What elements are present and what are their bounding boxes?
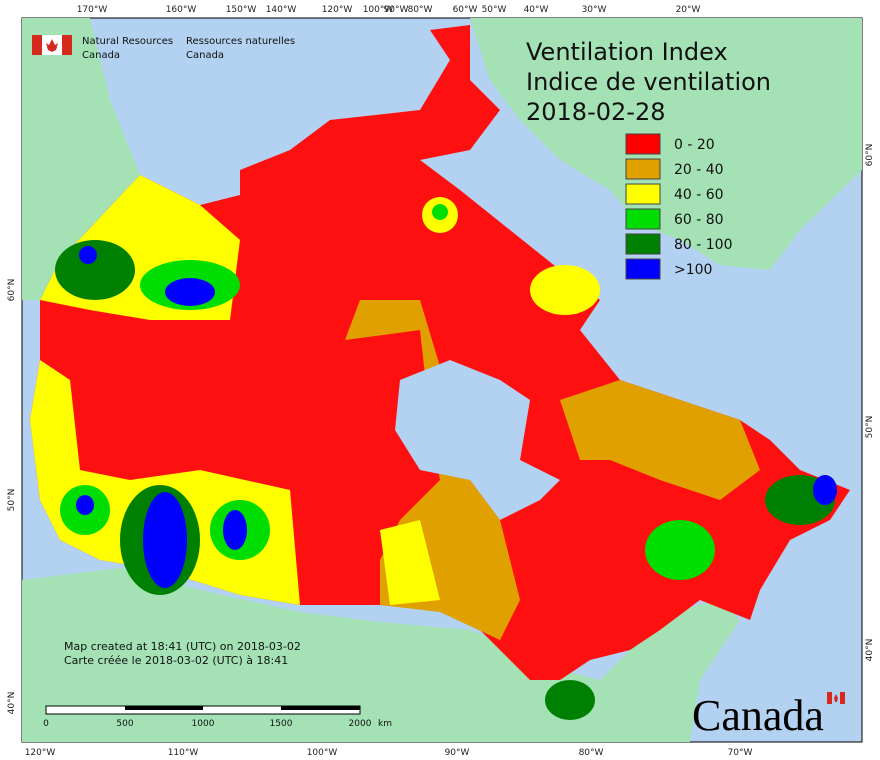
latitude-label: 50°N bbox=[865, 416, 875, 439]
longitude-label: 100°W bbox=[307, 748, 338, 758]
alaska bbox=[22, 18, 140, 300]
longitude-label: 80°W bbox=[579, 748, 604, 758]
longitude-label: 160°W bbox=[166, 5, 197, 15]
longitude-label: 80°W bbox=[408, 5, 433, 15]
greenland bbox=[470, 18, 862, 270]
scale-label: 0 bbox=[43, 719, 49, 729]
legend-swatch bbox=[625, 183, 661, 205]
zone-blue bbox=[143, 492, 187, 588]
longitude-label: 170°W bbox=[77, 5, 108, 15]
longitude-label: 40°W bbox=[524, 5, 549, 15]
legend-swatch bbox=[625, 208, 661, 230]
legend-label: 80 - 100 bbox=[674, 237, 733, 253]
zone-green bbox=[645, 520, 715, 580]
legend-label: 40 - 60 bbox=[674, 187, 724, 203]
zone-blue bbox=[223, 510, 247, 550]
longitude-label: 150°W bbox=[226, 5, 257, 15]
latitude-label: 40°N bbox=[865, 639, 875, 662]
zone-blue bbox=[165, 278, 215, 306]
longitude-label: 20°W bbox=[676, 5, 701, 15]
scale-label: 500 bbox=[116, 719, 133, 729]
credit: Map created at 18:41 (UTC) on 2018-03-02 bbox=[64, 640, 301, 653]
longitude-label: 100°W bbox=[363, 5, 394, 15]
legend-swatch bbox=[625, 158, 661, 180]
zone-blue bbox=[79, 246, 97, 264]
longitude-label: 90°W bbox=[384, 5, 409, 15]
scale-label: 1000 bbox=[192, 719, 215, 729]
scale-bar bbox=[125, 706, 203, 710]
longitude-label: 60°W bbox=[453, 5, 478, 15]
longitude-label: 120°W bbox=[25, 748, 56, 758]
zone-yellow bbox=[530, 265, 600, 315]
longitude-label: 70°W bbox=[728, 748, 753, 758]
longitude-label: 30°W bbox=[582, 5, 607, 15]
legend-label: >100 bbox=[674, 262, 712, 278]
latitude-label: 50°N bbox=[7, 489, 17, 512]
agency-fr: Ressources naturelles bbox=[186, 36, 295, 47]
map-title: Indice de ventilation bbox=[526, 68, 771, 96]
zone-blue bbox=[813, 475, 837, 505]
flag-logo bbox=[32, 35, 72, 55]
longitude-label: 50°W bbox=[482, 5, 507, 15]
longitude-label: 90°W bbox=[445, 748, 470, 758]
zone-orange bbox=[560, 380, 760, 500]
legend-swatch bbox=[625, 133, 661, 155]
latitude-label: 60°N bbox=[7, 279, 17, 302]
zone-blue bbox=[76, 495, 94, 515]
map-title: 2018-02-28 bbox=[526, 98, 665, 126]
legend-label: 20 - 40 bbox=[674, 162, 724, 178]
hudson-bay bbox=[395, 360, 560, 520]
zone-green bbox=[545, 680, 595, 720]
agency-en: Canada bbox=[82, 50, 120, 61]
credit: Carte créée le 2018-03-02 (UTC) à 18:41 bbox=[64, 654, 288, 667]
zone-yellow bbox=[380, 520, 440, 605]
legend-swatch bbox=[625, 233, 661, 255]
scale-label: 2000 bbox=[349, 719, 372, 729]
scale-unit: km bbox=[378, 719, 392, 729]
agency-fr: Canada bbox=[186, 50, 224, 61]
agency-en: Natural Resources bbox=[82, 36, 173, 47]
longitude-label: 110°W bbox=[168, 748, 199, 758]
latitude-label: 40°N bbox=[7, 692, 17, 715]
legend-swatch bbox=[625, 258, 661, 280]
legend-label: 0 - 20 bbox=[674, 137, 715, 153]
scale-bar bbox=[281, 706, 360, 710]
latitude-label: 60°N bbox=[865, 144, 875, 167]
map-title: Ventilation Index bbox=[526, 38, 728, 66]
zone-green bbox=[432, 204, 448, 220]
scale-label: 1500 bbox=[270, 719, 293, 729]
legend-label: 60 - 80 bbox=[674, 212, 724, 228]
zone-green bbox=[55, 240, 135, 300]
longitude-label: 120°W bbox=[322, 5, 353, 15]
wordmark-flag bbox=[827, 692, 845, 704]
longitude-label: 140°W bbox=[266, 5, 297, 15]
wordmark: Canada bbox=[692, 691, 824, 740]
